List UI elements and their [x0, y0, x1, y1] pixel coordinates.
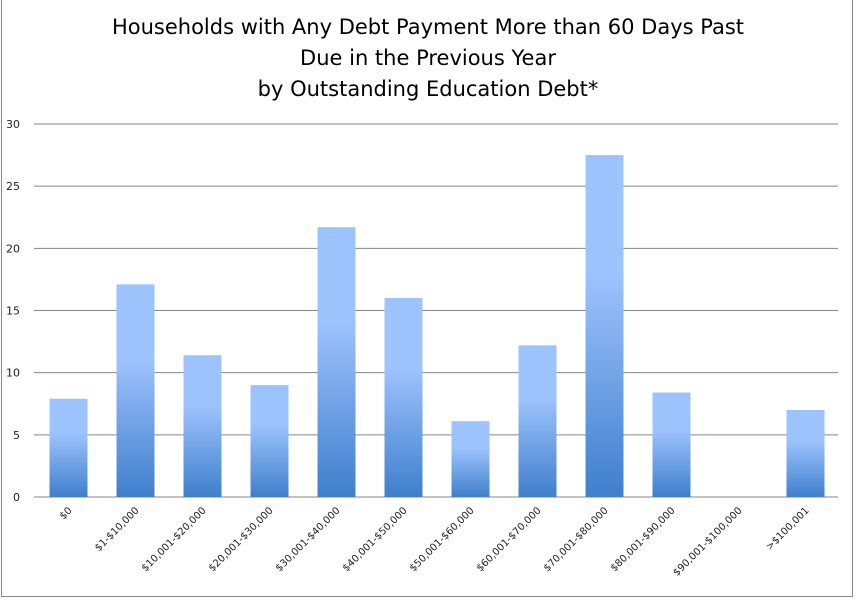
bar — [384, 298, 423, 497]
title-line-2: Due in the Previous Year — [300, 46, 556, 70]
bar — [652, 392, 691, 497]
title-line-1: Households with Any Debt Payment More th… — [111, 15, 745, 39]
x-tick-label: $40,001-$50,000 — [341, 505, 410, 574]
x-tick-label: $0 — [58, 505, 75, 522]
y-tick-label: 20 — [6, 242, 20, 255]
y-tick-label: 25 — [6, 180, 20, 193]
x-tick-label: $10,001-$20,000 — [140, 505, 209, 574]
chart-title: Households with Any Debt Payment More th… — [0, 12, 856, 105]
x-tick-label: $20,001-$30,000 — [207, 505, 276, 574]
bar — [49, 398, 88, 497]
y-tick-label: 30 — [6, 118, 20, 131]
x-tick-label: $50,001-$60,000 — [408, 505, 477, 574]
x-tick-label: $70,001-$80,000 — [542, 505, 611, 574]
x-tick-label: $60,001-$70,000 — [475, 505, 544, 574]
y-tick-label: 10 — [6, 367, 20, 380]
bar — [183, 355, 222, 497]
bar — [518, 345, 557, 497]
title-line-3: by Outstanding Education Debt* — [257, 77, 599, 101]
y-tick-label: 5 — [13, 429, 20, 442]
y-tick-label: 0 — [13, 491, 20, 504]
bar — [786, 409, 825, 497]
x-tick-label: $90,001-$100,000 — [671, 505, 744, 578]
x-tick-label: >$100,001 — [764, 505, 811, 552]
x-tick-label: $1-$10,000 — [93, 505, 142, 554]
bar — [451, 421, 490, 497]
x-tick-label: $80,001-$90,000 — [609, 505, 678, 574]
x-tick-label: $30,001-$40,000 — [274, 505, 343, 574]
y-tick-label: 15 — [6, 305, 20, 318]
bar — [250, 385, 289, 497]
bar — [585, 155, 624, 498]
bar — [116, 284, 155, 497]
bar — [317, 227, 356, 498]
